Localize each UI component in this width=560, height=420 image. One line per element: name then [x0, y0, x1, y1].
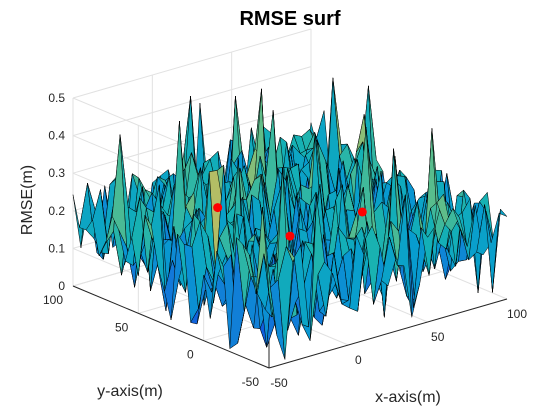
z-tick-label: 0.4: [48, 129, 65, 143]
y-axis-label: y-axis(m): [97, 383, 163, 400]
tick-labels: 0 0.1 0.2 0.3 0.4 0.5 -50 0 50 100 -50 0 50 100: [43, 91, 527, 390]
x-tick-label: 100: [507, 307, 527, 321]
z-tick-label: 0: [58, 279, 65, 293]
y-tick-label: -50: [242, 375, 260, 389]
anchor-marker: [357, 207, 367, 217]
x-tick-label: 0: [355, 353, 362, 367]
x-axis-line: [268, 298, 508, 369]
anchor-marker: [285, 231, 295, 241]
y-tick-label: 0: [187, 348, 194, 362]
anchor-marker: [213, 203, 223, 213]
y-tick-label: 50: [115, 320, 129, 334]
z-tick-label: 0.3: [48, 166, 65, 180]
back-wall-grid-line: [72, 66, 312, 137]
x-tick-label: -50: [270, 376, 288, 390]
x-axis-label: x-axis(m): [375, 389, 441, 406]
z-tick-label: 0.5: [48, 91, 65, 105]
back-wall-grid-line: [72, 28, 312, 99]
y-tick-label: 100: [43, 293, 63, 307]
z-tick-label: 0.2: [48, 204, 65, 218]
rmse-surface: [72, 77, 508, 360]
anchor-markers: [213, 203, 367, 241]
surface-patch: [492, 208, 508, 293]
y-axis-line: [72, 285, 270, 369]
chart-title: RMSE surf: [239, 8, 340, 30]
z-axis-label: RMSE(m): [19, 165, 36, 235]
x-tick-label: 50: [431, 330, 445, 344]
z-tick-label: 0.1: [48, 241, 65, 255]
